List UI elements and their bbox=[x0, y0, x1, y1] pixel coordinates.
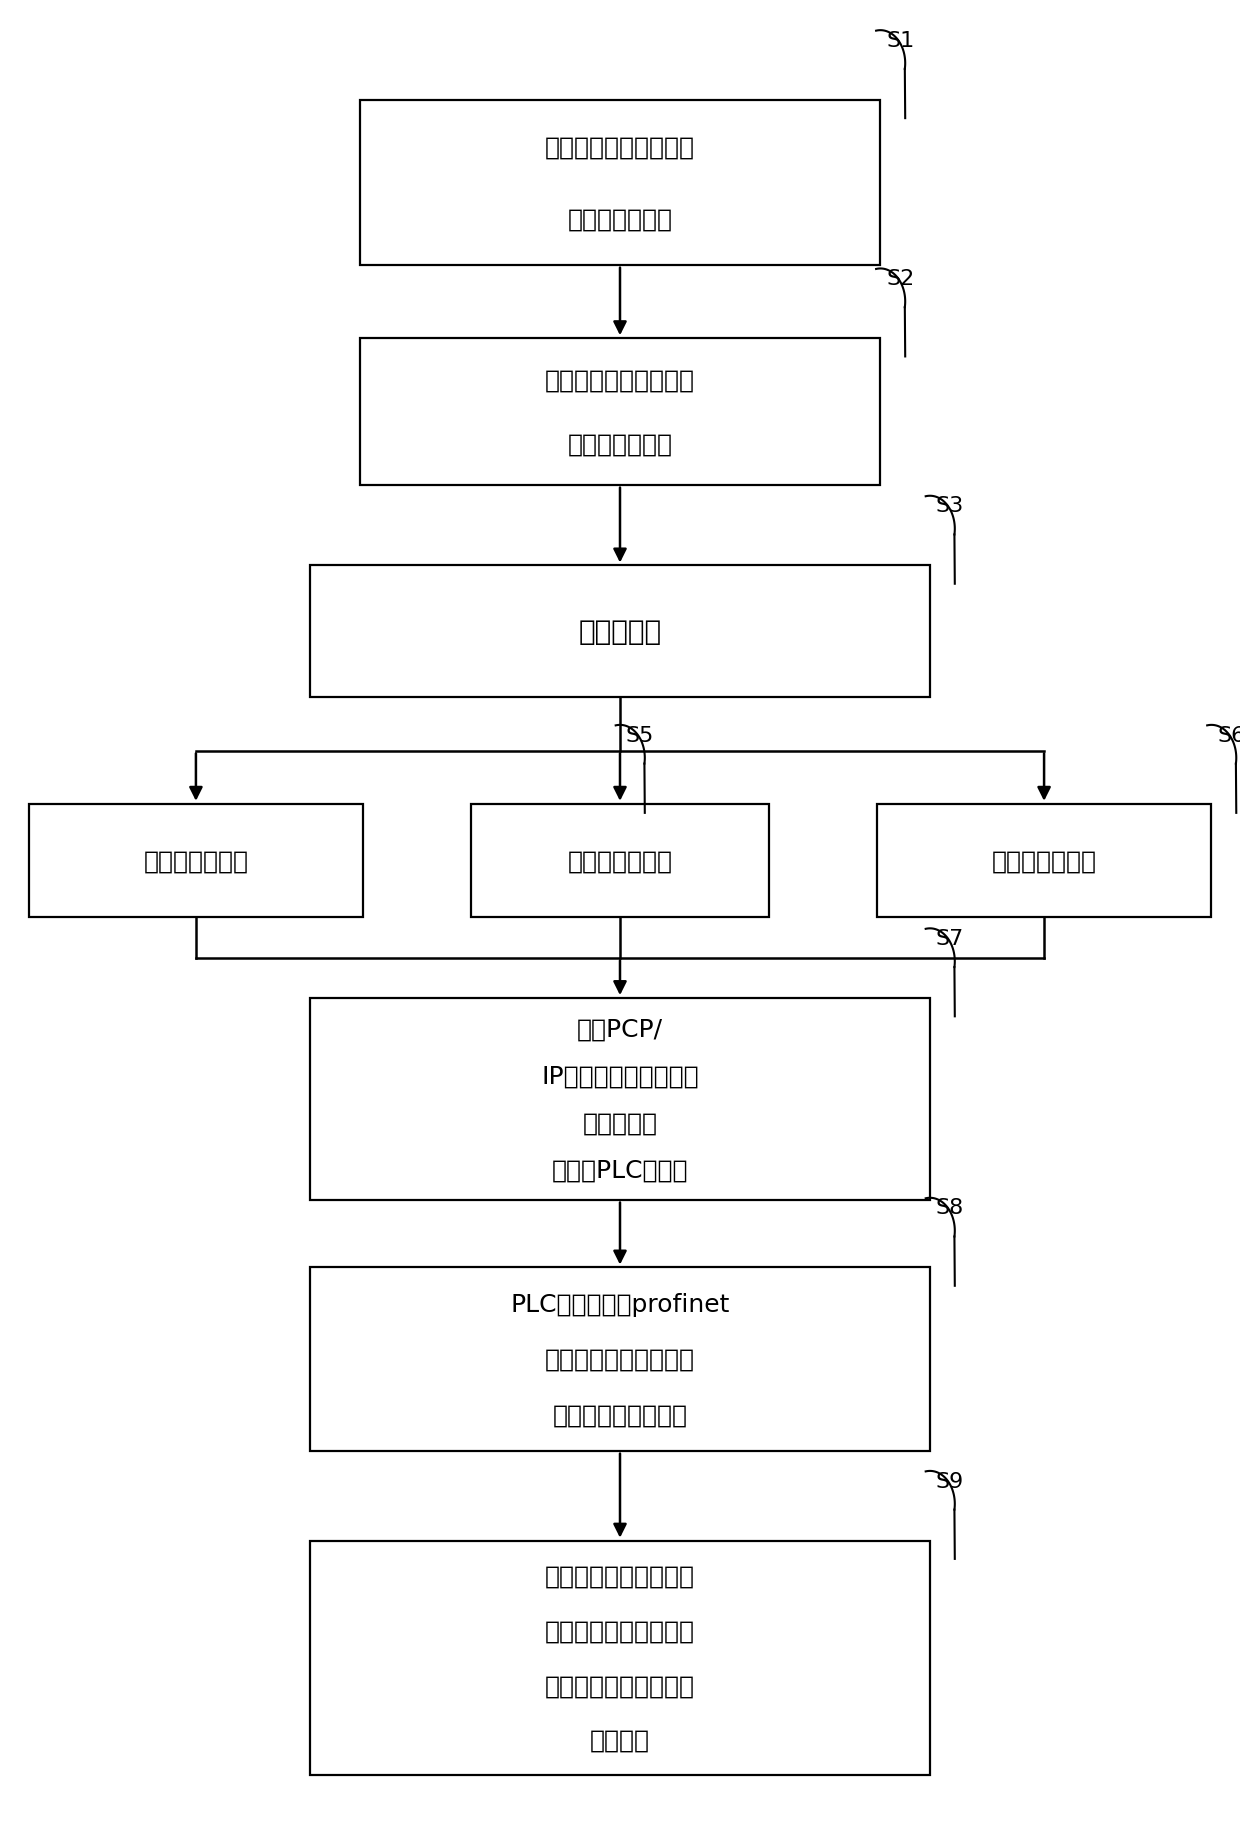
Text: 七巧板标号识别: 七巧板标号识别 bbox=[144, 848, 248, 874]
Text: 将摄像机和光源安装在: 将摄像机和光源安装在 bbox=[546, 136, 694, 159]
Bar bbox=[310, 1268, 930, 1451]
Text: 七巧板角度识别: 七巧板角度识别 bbox=[992, 848, 1096, 874]
Text: 通过PCP/: 通过PCP/ bbox=[577, 1017, 663, 1041]
Bar bbox=[310, 566, 930, 698]
Bar bbox=[310, 1541, 930, 1775]
Text: S6: S6 bbox=[1218, 725, 1240, 746]
Text: S5: S5 bbox=[626, 725, 653, 746]
Text: 人通过吸盘依次运动，: 人通过吸盘依次运动， bbox=[546, 1673, 694, 1696]
Text: S7: S7 bbox=[936, 929, 963, 949]
Text: IP将七巧板标号、位置: IP将七巧板标号、位置 bbox=[541, 1064, 699, 1088]
Text: 和角度信息: 和角度信息 bbox=[583, 1110, 657, 1134]
Text: 图像预处理: 图像预处理 bbox=[578, 617, 662, 647]
Text: S1: S1 bbox=[887, 31, 914, 51]
Text: S3: S3 bbox=[936, 496, 963, 517]
Text: 息传递给工业机器人: 息传递给工业机器人 bbox=[553, 1403, 687, 1427]
Bar bbox=[310, 998, 930, 1200]
Text: 工业机器人末端: 工业机器人末端 bbox=[568, 207, 672, 231]
Bar bbox=[360, 339, 880, 485]
Text: 通过光源和摄像机获取: 通过光源和摄像机获取 bbox=[546, 368, 694, 392]
Text: 将标号、位置和角度信: 将标号、位置和角度信 bbox=[546, 1347, 694, 1372]
Text: S9: S9 bbox=[936, 1471, 963, 1491]
Text: S2: S2 bbox=[887, 269, 914, 289]
Bar bbox=[471, 804, 769, 918]
Text: 依据七巧板标号、位置: 依据七巧板标号、位置 bbox=[546, 1565, 694, 1588]
Text: 实现拼图: 实现拼图 bbox=[590, 1728, 650, 1751]
Text: 七巧板彩色图像: 七巧板彩色图像 bbox=[568, 432, 672, 456]
Bar bbox=[360, 101, 880, 266]
Text: 传递给PLC控制站: 传递给PLC控制站 bbox=[552, 1158, 688, 1182]
Bar bbox=[877, 804, 1211, 918]
Text: S8: S8 bbox=[936, 1198, 963, 1218]
Text: PLC控制站通过profinet: PLC控制站通过profinet bbox=[511, 1292, 729, 1315]
Text: 、角度信息，工业机器: 、角度信息，工业机器 bbox=[546, 1619, 694, 1643]
Bar bbox=[29, 804, 363, 918]
Text: 七巧板位置识别: 七巧板位置识别 bbox=[568, 848, 672, 874]
